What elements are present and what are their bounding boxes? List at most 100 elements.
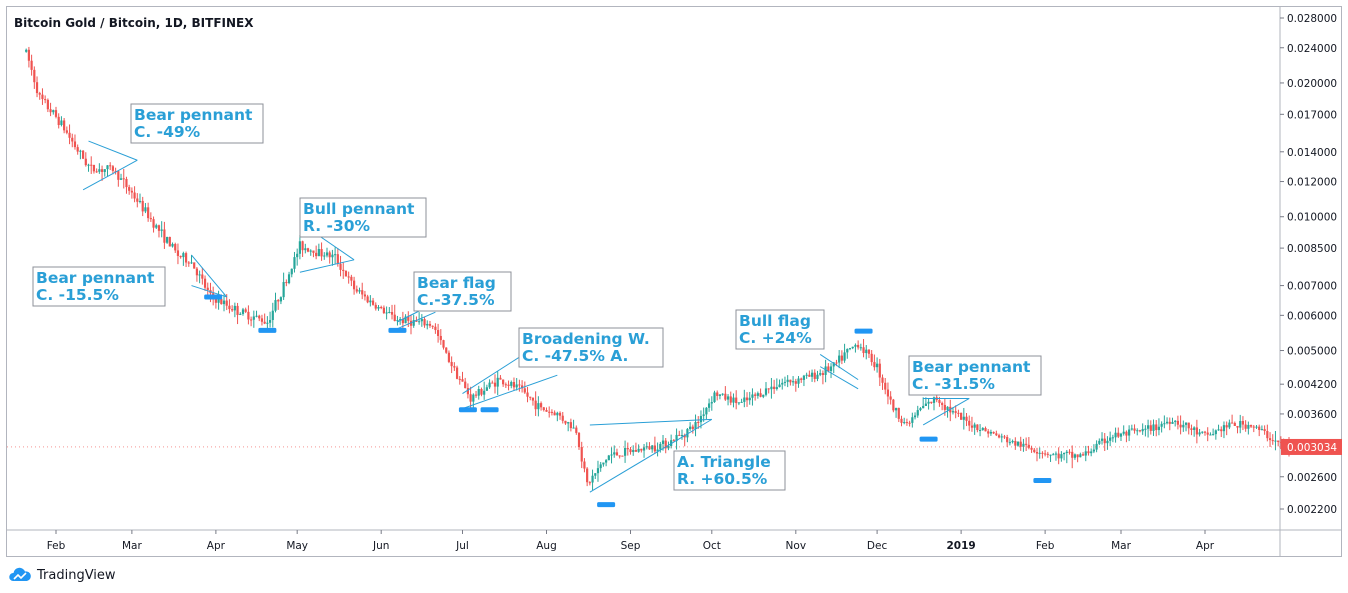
candle-body <box>133 192 136 199</box>
candle-body <box>835 362 838 364</box>
candle-body <box>816 374 819 379</box>
breakout-marker <box>458 407 477 413</box>
candle-body <box>1203 431 1207 433</box>
candle-body <box>1260 429 1264 431</box>
candle-body <box>1057 453 1060 459</box>
x-tick-label: Mar <box>122 540 142 552</box>
candle-body <box>599 464 602 469</box>
candle-body <box>252 316 255 320</box>
candle-body <box>716 392 719 396</box>
candle-body <box>377 307 380 309</box>
y-tick-label: 0.002200 <box>1287 504 1337 516</box>
candle-body <box>1090 451 1093 454</box>
candle-body <box>623 448 627 456</box>
candle-body <box>119 178 123 180</box>
candle-body <box>870 353 873 363</box>
candle-body <box>992 431 995 434</box>
candle-body <box>1193 427 1196 430</box>
annotation-text: C. -31.5% <box>912 375 995 393</box>
candle-body <box>689 426 692 430</box>
candle-body <box>306 248 310 252</box>
candle-body <box>762 394 765 397</box>
candle-body <box>515 384 518 388</box>
candle-body <box>87 164 90 166</box>
candle-body <box>233 305 236 311</box>
candle-body <box>57 116 60 126</box>
candle-body <box>892 399 895 411</box>
candle-body <box>477 389 480 396</box>
candle-body <box>1006 437 1009 443</box>
candle-body <box>908 422 911 424</box>
candle-body <box>794 381 797 384</box>
candle-body <box>1217 429 1220 431</box>
candle-body <box>1125 431 1128 436</box>
candle-body <box>352 280 356 290</box>
y-tick-label: 0.017000 <box>1287 109 1337 121</box>
candle-body <box>634 449 638 452</box>
y-tick-label: 0.012000 <box>1287 177 1337 189</box>
candle-body <box>867 349 871 354</box>
candle-body <box>905 422 909 424</box>
candle-body <box>894 407 898 411</box>
candle-body <box>298 241 301 254</box>
candle-body <box>103 169 106 172</box>
annotation-box <box>673 450 786 491</box>
candle-body <box>1247 424 1250 429</box>
candle-body <box>970 425 974 428</box>
candle-body <box>1000 436 1003 438</box>
candle-body <box>453 366 456 368</box>
candle-body <box>404 316 407 324</box>
candle-body <box>1266 431 1269 439</box>
candle-body <box>220 298 223 305</box>
candle-body <box>989 431 993 434</box>
candle-body <box>1236 425 1239 428</box>
candle-body <box>1008 442 1011 444</box>
candle-body <box>222 300 226 305</box>
pattern-trendline <box>589 418 713 493</box>
candle-body <box>1011 440 1014 443</box>
candle-body <box>1030 447 1033 450</box>
candle-body <box>686 429 689 438</box>
candle-body <box>881 377 884 383</box>
candle-body <box>605 460 608 463</box>
candle-body <box>808 374 811 377</box>
candle-body <box>450 361 453 367</box>
candle-body <box>65 130 68 133</box>
candle-body <box>483 390 486 395</box>
candle-body <box>247 311 250 320</box>
candle-body <box>293 257 296 269</box>
candle-body <box>1184 422 1188 425</box>
candle-body <box>1233 422 1236 426</box>
candle-body <box>355 289 358 292</box>
annotation-text: A. Triangle <box>677 453 771 471</box>
candle-body <box>838 355 841 363</box>
candle-body <box>485 387 488 391</box>
candle-body <box>76 147 79 152</box>
candle-body <box>754 394 757 396</box>
candle-body <box>848 348 852 350</box>
chart-title: Bitcoin Gold / Bitcoin, 1D, BITFINEX <box>14 16 254 30</box>
candle-body <box>63 120 66 131</box>
candle-body <box>1239 421 1242 428</box>
annotation-box <box>518 327 664 368</box>
candle-body <box>548 411 551 413</box>
candle-body <box>632 449 635 453</box>
candle-body <box>1138 430 1142 432</box>
candle-body <box>510 382 513 386</box>
breakout-marker <box>854 328 873 334</box>
candle-body <box>1095 443 1098 450</box>
candle-body <box>369 300 372 303</box>
candle-body <box>1022 443 1025 447</box>
candle-body <box>320 249 323 257</box>
candle-body <box>821 373 825 375</box>
candle-body <box>537 403 540 410</box>
x-tick-label: 2019 <box>946 540 975 552</box>
candle-body <box>680 434 684 436</box>
candle-body <box>382 307 385 314</box>
candle-body <box>886 389 890 397</box>
candle-body <box>472 394 475 402</box>
candle-body <box>1136 430 1139 432</box>
candle-body <box>661 440 665 444</box>
candle-body <box>339 263 342 270</box>
